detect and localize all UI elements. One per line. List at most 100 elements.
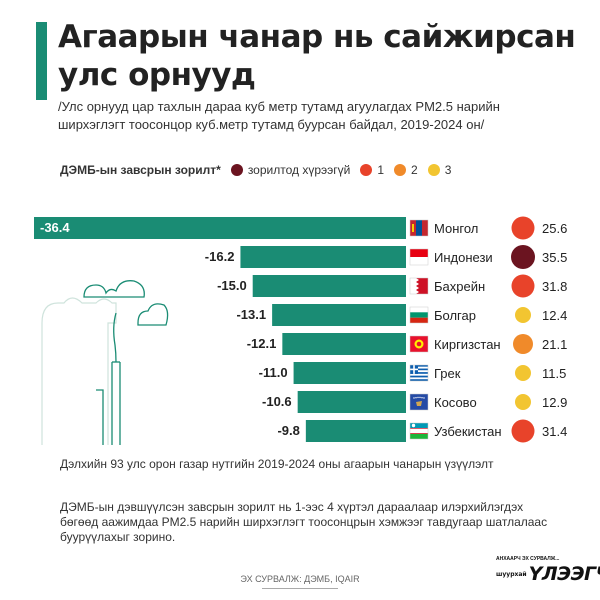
legend-dot: [360, 164, 373, 176]
legend-label: зорилтод хүрээгүй: [247, 163, 351, 177]
brand-tagline: АНХААРЧ ЭХ СУРВАЛЖ...: [496, 556, 560, 562]
country-label: Грек: [434, 366, 461, 381]
legend-label: 1: [377, 163, 385, 177]
legend-title: ДЭМБ-ын завсрын зорилт*: [60, 163, 221, 177]
bar-Бахрейн: [252, 275, 406, 297]
country-label: Киргизстан: [434, 337, 501, 352]
legend-dot: [427, 164, 440, 176]
bulgaria-flag-icon: [409, 306, 429, 324]
flag-stripe: [410, 372, 428, 374]
legend-dot: [394, 164, 407, 176]
brand-prefix: шуурхай: [496, 571, 527, 578]
pm25-value: 21.1: [542, 337, 567, 352]
flag-star: [419, 396, 421, 399]
flag-stripe: [410, 370, 428, 373]
target-level-dot: [511, 419, 535, 443]
flag-stripe: [422, 220, 428, 236]
legend-label: 2: [411, 163, 418, 177]
chart-row: -15.0 Бахрейн 31.8: [217, 274, 567, 298]
flag-stripe: [410, 366, 428, 369]
flag-stripe: [410, 312, 428, 318]
flag-border: [409, 277, 429, 295]
chart-row: -10.6 Косово 12.9: [262, 391, 567, 413]
flag-star: [423, 397, 425, 399]
title-accent-bar: [36, 22, 47, 100]
flag-border: [409, 248, 429, 266]
legend-item-3: 3: [427, 163, 452, 177]
legend-dot: [230, 164, 243, 176]
flag-border: [409, 422, 429, 440]
country-label: Косово: [434, 395, 477, 410]
country-label: Болгар: [434, 308, 476, 323]
country-label: Индонези: [434, 250, 493, 265]
flag-stripe: [410, 433, 428, 434]
pm25-value: 11.5: [542, 366, 566, 381]
flag-stripe: [410, 375, 428, 378]
value-label: -12.1: [247, 336, 277, 351]
uzbekistan-flag-icon: [409, 422, 429, 440]
bar-Узбекистан: [305, 420, 406, 442]
target-level-dot: [511, 274, 535, 298]
flag-star: [415, 397, 417, 399]
flag-stripe: [410, 365, 428, 367]
value-label: -36.4: [40, 220, 70, 235]
chart-row: -9.8 Узбекистан 31.4: [277, 419, 567, 443]
flag-stripe: [410, 373, 428, 376]
flag-stripe: [410, 377, 428, 380]
bar-Косово: [297, 391, 406, 413]
chart-row: -36.4 Монгол 25.6: [34, 216, 567, 240]
country-label: Бахрейн: [434, 279, 485, 294]
footnote-dataset: Дэлхийн 93 улс орон газар нутгийн 2019-2…: [60, 457, 494, 471]
bar-chart: -36.4 Монгол 25.6 -16.2 Индонези 35.5 -15.0 Бах…: [34, 216, 567, 445]
country-label: Узбекистан: [434, 424, 502, 439]
legend-item-1: 1: [360, 163, 384, 177]
flag-emblem: [412, 224, 414, 232]
chart-legend: ДЭМБ-ын завсрын зорилт* зорилтод хүрээгү…: [60, 161, 461, 179]
factory-chimney-cloud-icon: [41, 280, 169, 445]
flag-border: [409, 219, 429, 237]
value-label: -11.0: [259, 365, 288, 380]
page-title: Агаарын чанар нь сайжирсан улс орнууд: [58, 19, 576, 93]
bar-Монгол: [34, 217, 406, 239]
flag-stripe: [410, 307, 428, 313]
flag-star: [413, 397, 415, 399]
target-level-dot: [515, 307, 531, 323]
pm25-value: 12.9: [542, 395, 567, 410]
flag-serration: [410, 278, 419, 294]
flag-stripe: [410, 249, 428, 257]
country-label: Монгол: [434, 221, 478, 236]
flag-stripe: [410, 317, 428, 323]
flag-star: [421, 397, 423, 399]
legend-item-2: 2: [394, 163, 418, 177]
flag-map: [416, 401, 422, 406]
bar-Грек: [293, 362, 406, 384]
flag-stripe: [410, 257, 428, 265]
greece-flag-icon: [409, 364, 429, 382]
pm25-value: 31.4: [542, 424, 567, 439]
target-level-dot: [513, 334, 533, 354]
kyrgyzstan-flag-icon: [409, 335, 429, 353]
value-label: -16.2: [205, 249, 235, 264]
value-label: -15.0: [217, 278, 247, 293]
mongolia-flag-icon: [409, 219, 429, 237]
legend-label: 3: [444, 163, 452, 177]
value-label: -9.8: [277, 423, 299, 438]
flag-stripe: [410, 379, 428, 381]
legend-item-not-met: зорилтод хүрээгүй: [230, 163, 351, 177]
target-level-dot: [511, 216, 535, 240]
flag-cross: [410, 368, 418, 371]
indonesia-flag-icon: [409, 248, 429, 266]
pm25-value: 12.4: [542, 308, 567, 323]
flag-stripe: [416, 220, 422, 236]
brand-name-text: ҮЛЭЭГЧ: [528, 563, 600, 585]
chart-row: -11.0 Грек 11.5: [259, 362, 566, 384]
source-credit: ЭХ СУРВАЛЖ: ДЭМБ, IQAIR: [240, 574, 360, 584]
bahrain-flag-icon: [409, 277, 429, 295]
flag-star: [417, 396, 419, 399]
chart-row: -12.1 Киргизстан 21.1: [247, 333, 567, 355]
bar-Индонези: [240, 246, 406, 268]
source-underline: [262, 588, 338, 589]
bar-Болгар: [272, 304, 406, 326]
page-subtitle: /Улс орнууд цар тахлын дараа куб метр ту…: [58, 99, 500, 132]
target-level-dot: [515, 394, 531, 410]
